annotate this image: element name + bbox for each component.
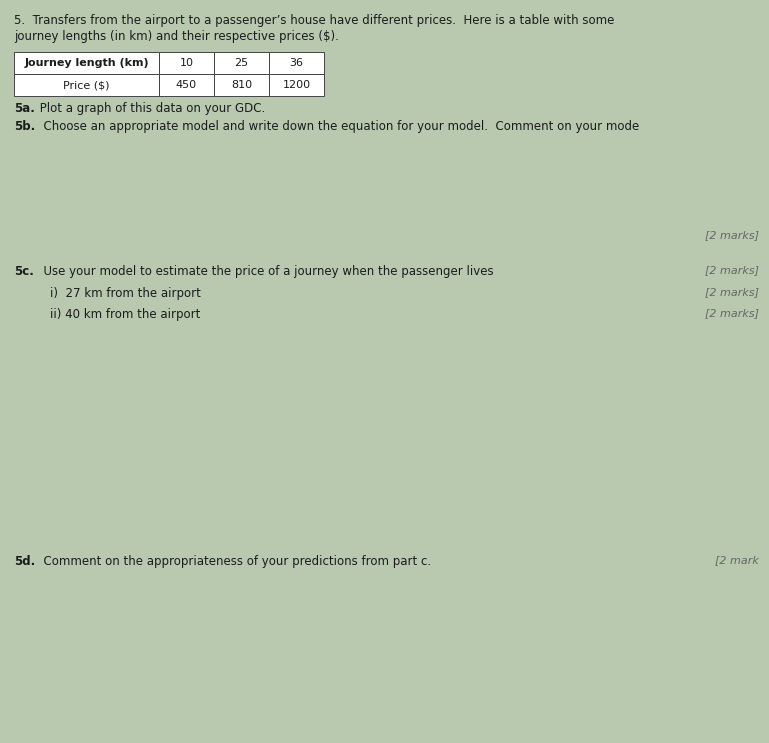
- Text: 5c.: 5c.: [14, 265, 34, 278]
- Text: 5b.: 5b.: [14, 120, 35, 133]
- Text: Plot a graph of this data on your GDC.: Plot a graph of this data on your GDC.: [36, 102, 265, 115]
- Text: Choose an appropriate model and write down the equation for your model.  Comment: Choose an appropriate model and write do…: [36, 120, 639, 133]
- Text: 1200: 1200: [282, 80, 311, 90]
- Text: [2 mark: [2 mark: [715, 555, 759, 565]
- Text: 810: 810: [231, 80, 252, 90]
- Text: 5.  Transfers from the airport to a passenger’s house have different prices.  He: 5. Transfers from the airport to a passe…: [14, 14, 614, 27]
- Text: 5a.: 5a.: [14, 102, 35, 115]
- Bar: [159, 52, 214, 74]
- Bar: [14, 52, 159, 74]
- Text: 450: 450: [176, 80, 197, 90]
- Text: [2 marks]: [2 marks]: [705, 287, 759, 297]
- Bar: [214, 74, 269, 96]
- Text: Price ($): Price ($): [63, 80, 110, 90]
- Text: journey lengths (in km) and their respective prices ($).: journey lengths (in km) and their respec…: [14, 30, 339, 43]
- Text: [2 marks]: [2 marks]: [705, 265, 759, 275]
- Text: Comment on the appropriateness of your predictions from part c.: Comment on the appropriateness of your p…: [36, 555, 431, 568]
- Text: [2 marks]: [2 marks]: [705, 308, 759, 318]
- Text: 36: 36: [289, 58, 304, 68]
- Text: 5d.: 5d.: [14, 555, 35, 568]
- Text: 10: 10: [179, 58, 194, 68]
- Text: Use your model to estimate the price of a journey when the passenger lives: Use your model to estimate the price of …: [36, 265, 494, 278]
- Bar: [14, 74, 159, 96]
- Text: 25: 25: [235, 58, 248, 68]
- Bar: [214, 52, 269, 74]
- Text: Journey length (km): Journey length (km): [24, 58, 149, 68]
- Bar: [269, 52, 324, 74]
- Bar: [159, 74, 214, 96]
- Bar: [269, 74, 324, 96]
- Text: [2 marks]: [2 marks]: [705, 230, 759, 240]
- Text: i)  27 km from the airport: i) 27 km from the airport: [50, 287, 201, 300]
- Text: ii) 40 km from the airport: ii) 40 km from the airport: [50, 308, 201, 321]
